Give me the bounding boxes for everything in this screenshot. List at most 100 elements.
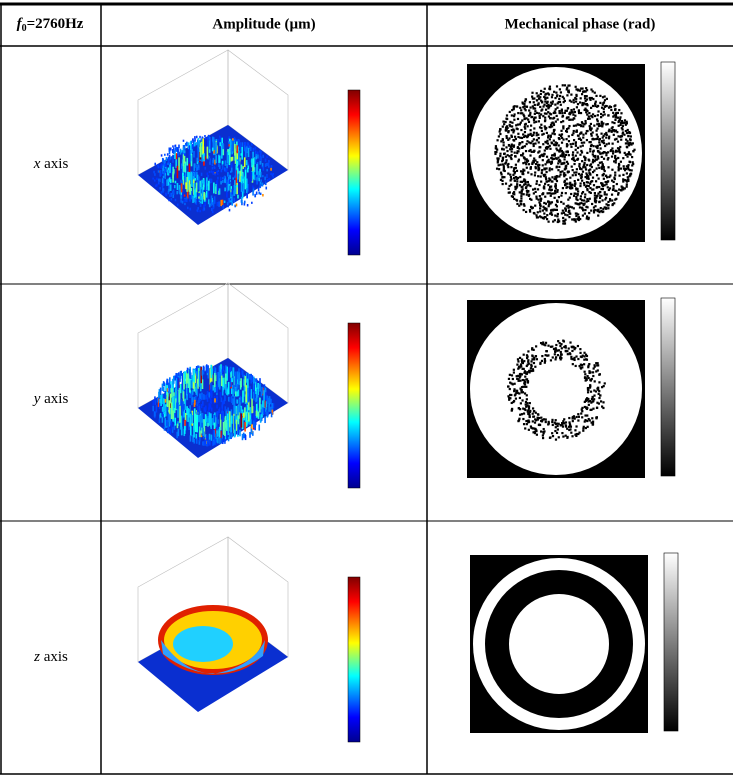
phase-speckle: [557, 213, 559, 215]
phase-speckle: [580, 412, 582, 414]
phase-speckle: [558, 101, 560, 103]
phase-speckle: [508, 378, 510, 380]
phase-speckle: [575, 174, 577, 176]
phase-speckle: [609, 198, 611, 200]
phase-speckle: [576, 218, 578, 220]
phase-speckle: [592, 105, 594, 107]
phase-speckle: [586, 104, 588, 106]
phase-speckle: [620, 168, 622, 170]
phase-speckle: [535, 183, 537, 185]
phase-speckle: [589, 168, 591, 170]
phase-speckle: [542, 164, 544, 166]
phase-speckle: [553, 122, 555, 124]
phase-speckle: [554, 190, 556, 192]
phase-speckle: [595, 417, 597, 419]
phase-speckle: [600, 113, 602, 115]
phase-speckle: [510, 166, 512, 168]
phase-speckle: [554, 430, 556, 432]
phase-speckle: [596, 134, 598, 136]
phase-speckle: [599, 95, 601, 97]
phase-speckle: [590, 144, 592, 146]
phase-speckle: [558, 110, 560, 112]
phase-speckle: [619, 146, 621, 148]
phase-speckle: [541, 193, 543, 195]
phase-speckle: [606, 176, 608, 178]
phase-speckle: [546, 214, 548, 216]
phase-speckle: [597, 210, 599, 212]
phase-speckle: [525, 186, 527, 188]
phase-speckle: [620, 161, 622, 163]
phase-speckle: [510, 382, 512, 384]
phase-speckle: [562, 120, 564, 122]
phase-speckle: [522, 162, 524, 164]
phase-speckle: [586, 189, 588, 191]
phase-speckle: [569, 177, 571, 179]
phase-speckle: [550, 113, 552, 115]
phase-speckle: [532, 413, 534, 415]
phase-speckle: [617, 141, 619, 143]
phase-speckle: [589, 128, 591, 130]
phase-speckle: [540, 113, 542, 115]
phase-speckle: [594, 105, 596, 107]
phase-speckle: [593, 367, 595, 369]
phase-speckle: [611, 155, 613, 157]
phase-speckle: [537, 175, 539, 177]
phase-speckle: [568, 119, 570, 121]
phase-speckle: [587, 218, 589, 220]
phase-speckle: [569, 423, 571, 425]
phase-speckle: [580, 168, 582, 170]
phase-speckle: [583, 184, 585, 186]
phase-speckle: [580, 112, 582, 114]
phase-speckle: [507, 395, 509, 397]
phase-speckle: [510, 178, 512, 180]
phase-speckle: [574, 111, 576, 113]
phase-speckle: [529, 101, 531, 103]
phase-speckle: [603, 173, 605, 175]
phase-speckle: [568, 216, 570, 218]
phase-speckle: [529, 114, 531, 116]
phase-speckle: [590, 402, 592, 404]
phase-speckle: [563, 101, 565, 103]
phase-speckle: [580, 150, 582, 152]
phase-speckle: [575, 196, 577, 198]
phase-speckle: [551, 180, 553, 182]
phase-speckle: [558, 175, 560, 177]
phase-speckle: [553, 91, 555, 93]
phase-speckle: [533, 107, 535, 109]
phase-speckle: [611, 169, 613, 171]
surface-plot: [138, 283, 360, 488]
phase-speckle: [529, 134, 531, 136]
phase-speckle: [538, 417, 540, 419]
phase-speckle: [534, 104, 536, 106]
phase-speckle: [542, 143, 544, 145]
phase-speckle: [572, 156, 574, 158]
phase-speckle: [594, 380, 596, 382]
phase-speckle: [593, 211, 595, 213]
phase-speckle: [613, 202, 615, 204]
phase-speckle: [533, 101, 535, 103]
phase-speckle: [604, 193, 606, 195]
phase-speckle: [583, 90, 585, 92]
phase-speckle: [612, 143, 614, 145]
phase-speckle: [565, 425, 567, 427]
phase-speckle: [570, 356, 572, 358]
phase-speckle: [526, 167, 528, 169]
phase-speckle: [576, 106, 578, 108]
phase-speckle: [631, 156, 633, 158]
phase-speckle: [598, 374, 600, 376]
phase-speckle: [524, 118, 526, 120]
phase-speckle: [598, 390, 600, 392]
phase-speckle: [583, 141, 585, 143]
phase-speckle: [551, 168, 553, 170]
phase-speckle: [503, 176, 505, 178]
phase-speckle: [610, 109, 612, 111]
phase-speckle: [506, 150, 508, 152]
phase-speckle: [560, 424, 562, 426]
phase-speckle: [531, 348, 533, 350]
phase-speckle: [496, 139, 498, 141]
phase-speckle: [555, 157, 557, 159]
phase-speckle: [533, 157, 535, 159]
phase-speckle: [541, 360, 543, 362]
phase-speckle: [593, 150, 595, 152]
phase-speckle: [527, 181, 529, 183]
